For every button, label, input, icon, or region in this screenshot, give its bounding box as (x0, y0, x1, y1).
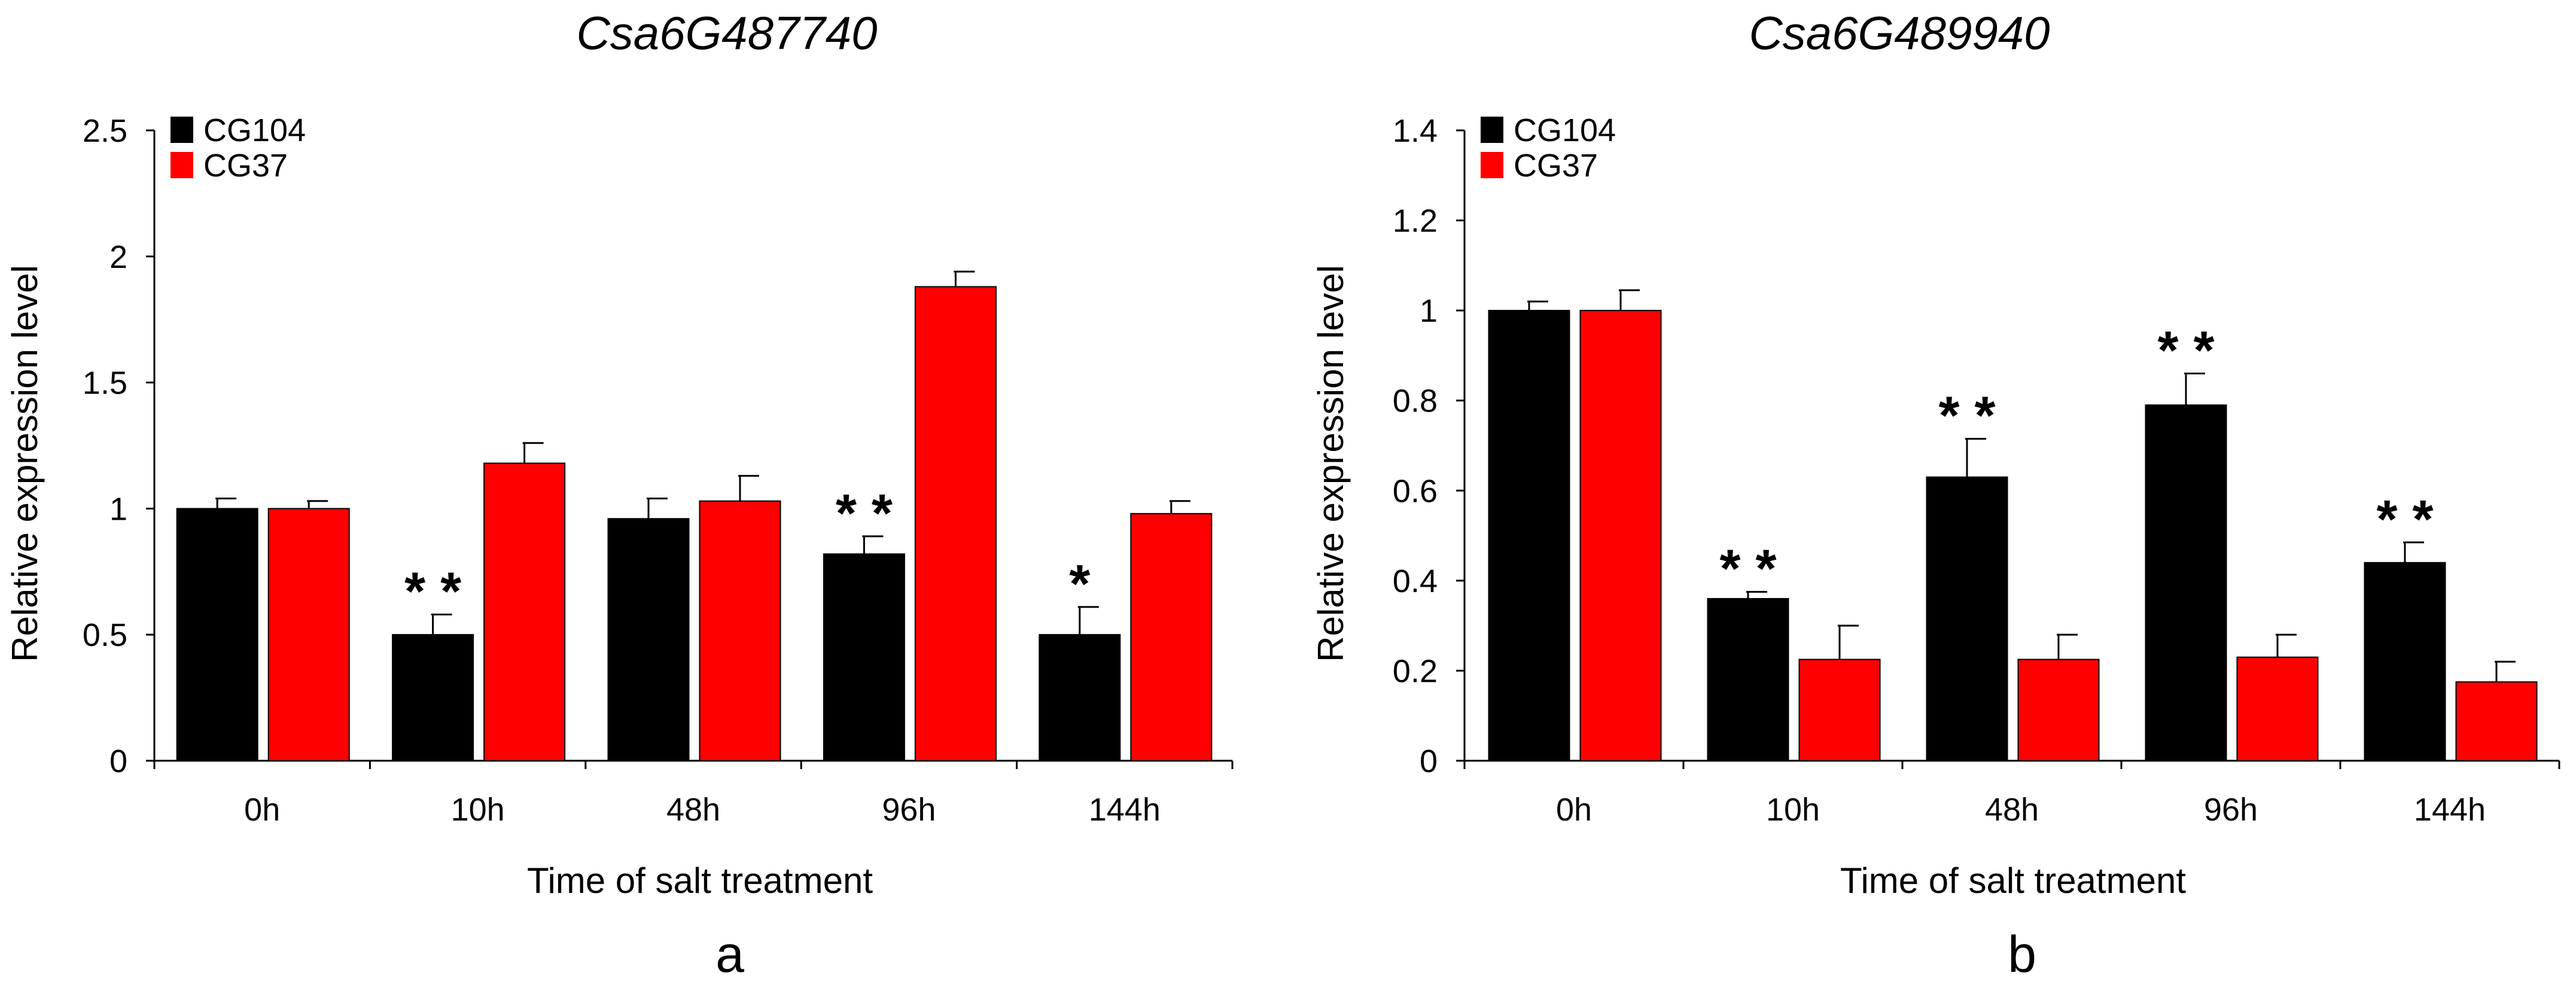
y-tick-label: 1 (1420, 293, 1438, 329)
legend-swatch-cg37 (170, 152, 193, 178)
legend-label-cg37: CG37 (203, 148, 288, 184)
legend-swatch-cg37 (1481, 152, 1503, 178)
y-tick-label: 0.8 (1393, 383, 1438, 419)
x-axis-label: Time of salt treatment (1840, 861, 2186, 901)
y-tick-label: 0.4 (1393, 563, 1438, 599)
bar-cg37-144h (1130, 513, 1213, 761)
y-tick-label: 0.6 (1393, 473, 1438, 509)
y-tick-label: 2 (109, 239, 127, 275)
y-tick-label: 1 (109, 491, 127, 527)
bar-cg37-0h (1579, 310, 1662, 761)
legend: CG104 CG37 (170, 112, 306, 184)
bar-cg104-48h (1926, 476, 2008, 761)
legend-label-cg104: CG104 (203, 112, 306, 148)
significance-marker: * * (2376, 490, 2433, 550)
panel-b: Csa6G489940 Relative expression level Ti… (1311, 7, 2560, 983)
bar-cg37-0h (267, 508, 350, 762)
bar-cg37-144h (2455, 681, 2538, 761)
y-axis-label: Relative expression level (1311, 265, 1351, 662)
y-tick-label: 1.5 (83, 365, 127, 401)
panel-a: Csa6G487740 Relative expression level Ti… (5, 7, 1234, 983)
x-tick-label: 48h (1985, 792, 2039, 828)
significance-marker: * (1069, 554, 1090, 614)
x-axis-label: Time of salt treatment (527, 861, 873, 901)
y-tick-label: 1.2 (1393, 203, 1438, 239)
bar-cg37-48h (2017, 658, 2100, 762)
y-axis-label: Relative expression level (5, 265, 45, 662)
legend: CG104 CG37 (1481, 112, 1616, 184)
bar-cg37-96h (2236, 656, 2319, 762)
legend-swatch-cg104 (170, 117, 193, 143)
bar-cg104-96h (2145, 404, 2227, 761)
bar-cg104-10h (392, 634, 474, 761)
y-tick-label: 0.5 (83, 617, 127, 653)
bar-cg104-144h (1039, 634, 1121, 761)
plot-area: 0 0.5 1 1.5 2 2.5 0h 10h 48h 96h 144h * * * * * (83, 113, 1234, 828)
x-tick-label: 96h (882, 792, 936, 828)
y-tick-label: 0.2 (1393, 653, 1438, 689)
chart-title: Csa6G489940 (1749, 7, 2050, 59)
x-tick-label: 96h (2204, 792, 2258, 828)
x-tick-label: 0h (244, 792, 280, 828)
chart-title: Csa6G487740 (576, 7, 877, 59)
bar-cg104-10h (1707, 597, 1789, 761)
significance-marker: * * (2157, 321, 2214, 381)
bar-cg104-96h (823, 553, 905, 762)
x-tick-label: 10h (451, 792, 505, 828)
bar-cg104-48h (607, 518, 690, 761)
panel-label: a (715, 926, 744, 983)
legend-label-cg104: CG104 (1514, 112, 1616, 148)
plot-area: 0 0.2 0.4 0.6 0.8 1 1.2 1.4 0h 10h 48h 96h 144h * * * … (1393, 113, 2560, 828)
legend-label-cg37: CG37 (1514, 148, 1598, 184)
bar-cg37-10h (483, 462, 566, 762)
panel-label: b (2008, 926, 2036, 983)
x-tick-label: 144h (1089, 792, 1161, 828)
bar-cg104-0h (176, 508, 258, 762)
bar-cg104-0h (1488, 310, 1570, 761)
significance-marker: * * (1938, 386, 1995, 446)
x-tick-label: 10h (1766, 792, 1820, 828)
significance-marker: * * (836, 484, 893, 544)
bar-cg37-96h (914, 286, 997, 761)
x-tick-label: 144h (2414, 792, 2486, 828)
bar-cg37-10h (1798, 658, 1881, 762)
legend-swatch-cg104 (1481, 117, 1503, 143)
significance-marker: * * (1719, 539, 1776, 599)
y-tick-label: 2.5 (83, 113, 127, 149)
x-tick-label: 0h (1556, 792, 1592, 828)
y-tick-label: 0 (109, 743, 127, 779)
significance-marker: * * (404, 562, 461, 621)
y-tick-label: 0 (1420, 743, 1438, 779)
bar-cg104-144h (2364, 562, 2446, 761)
y-tick-label: 1.4 (1393, 113, 1438, 149)
x-tick-label: 48h (666, 792, 720, 828)
bar-cg37-48h (699, 500, 781, 761)
